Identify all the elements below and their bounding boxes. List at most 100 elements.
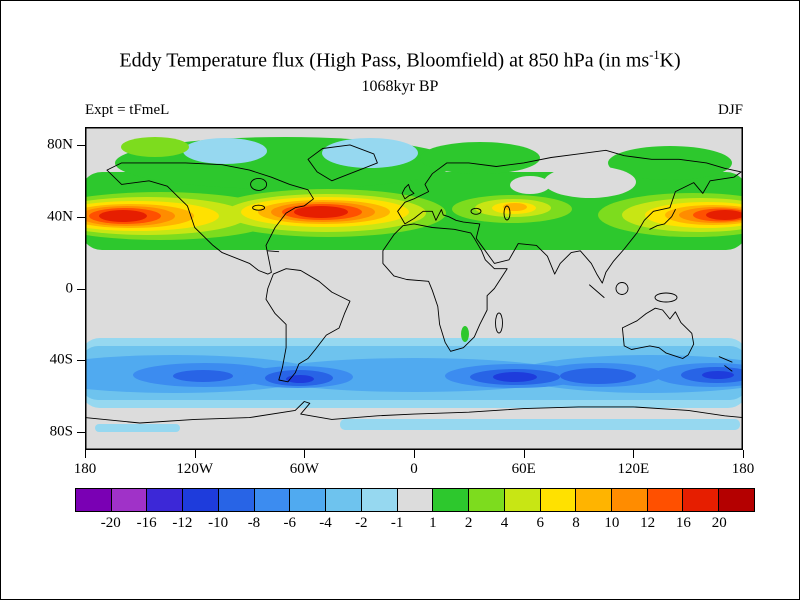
colorbar-segment — [719, 489, 754, 511]
contour-region — [340, 419, 740, 430]
colorbar — [75, 488, 755, 512]
colorbar-segment — [290, 489, 327, 511]
black-sea — [470, 207, 482, 215]
sh-negative-band — [85, 338, 743, 432]
lon-tick-label: 180 — [731, 461, 755, 477]
lat-tick-label: 0 — [65, 280, 74, 296]
colorbar-tick-label: -4 — [319, 515, 332, 531]
coast-sumatra — [589, 284, 605, 298]
colorbar-segment — [612, 489, 648, 511]
subtitle: 1068kyr BP — [361, 78, 439, 95]
coast-africa — [382, 223, 508, 352]
page-title: Eddy Temperature flux (High Pass, Bloomf… — [0, 48, 800, 73]
colorbar-tick-label: 12 — [640, 515, 656, 531]
colorbar-segment — [183, 489, 219, 511]
colorbar-segment — [361, 489, 398, 511]
contour-region — [461, 326, 469, 342]
colorbar-segment — [218, 489, 255, 511]
colorbar-segment — [254, 489, 291, 511]
colorbar-segment — [469, 489, 505, 511]
contour-region — [322, 138, 418, 168]
contour-region — [510, 176, 550, 194]
lon-tick-mark — [633, 450, 635, 458]
colorbar-tick-label: -10 — [208, 515, 229, 531]
colorbar-segment — [504, 489, 541, 511]
colorbar-tick-label: -12 — [172, 515, 193, 531]
coast-australia — [621, 307, 695, 359]
lat-tick-label: 40N — [47, 208, 73, 225]
lat-tick-mark — [77, 432, 85, 434]
contour-region — [608, 146, 732, 180]
colorbar-tick-label: 10 — [604, 515, 620, 531]
season-label: DJF — [717, 102, 743, 118]
colorbar-tick-label: 1 — [429, 515, 437, 531]
colorbar-segment — [576, 489, 613, 511]
coastlines — [85, 144, 743, 424]
coast-greenland — [307, 144, 378, 182]
lon-tick-label: 0 — [410, 461, 418, 477]
experiment-label: Expt = tFmeL — [85, 102, 170, 118]
nh-positive-band — [85, 137, 743, 342]
colorbar-tick-label: 8 — [572, 515, 580, 531]
colorbar-segment — [326, 489, 362, 511]
lat-tick-label: 40S — [49, 351, 73, 368]
lon-tick-mark — [523, 450, 525, 458]
lon-tick-mark — [304, 450, 306, 458]
map-plot-area: 80N 40N 0 40S 80S 180 120W 60W 0 60E 120E 180 — [47, 127, 754, 477]
colorbar-segment — [111, 489, 148, 511]
colorbar-segment — [683, 489, 720, 511]
lat-tick-label: 80N — [47, 136, 73, 153]
contour-region — [99, 210, 147, 222]
contour-region — [544, 166, 636, 198]
lon-tick-mark — [743, 450, 744, 458]
contour-region — [702, 371, 734, 379]
lat-tick-mark — [77, 144, 85, 146]
contour-region — [706, 210, 743, 220]
coast-new-zealand — [718, 356, 733, 372]
lon-tick-mark — [85, 450, 86, 458]
contour-region — [420, 142, 540, 174]
colorbar-tick-label: -16 — [136, 515, 157, 531]
coast-madagascar — [495, 312, 503, 334]
lon-tick-label: 180 — [73, 461, 97, 477]
contour-region — [286, 375, 314, 383]
colorbar-tick-label: -1 — [390, 515, 404, 531]
contour-region — [173, 370, 233, 382]
colorbar-tick-label: 6 — [536, 515, 545, 531]
colorbar-tick-label: 2 — [464, 515, 473, 531]
colorbar-tick-label: 4 — [500, 515, 509, 531]
colorbar-tick-label: 16 — [675, 515, 691, 531]
lon-tick-label: 60E — [511, 461, 536, 477]
coast-cuba — [267, 250, 280, 253]
colorbar-segment — [147, 489, 184, 511]
lat-tick-mark — [77, 360, 85, 362]
coast-new-guinea — [654, 292, 678, 303]
coast-antarctica — [85, 401, 743, 424]
colorbar-tick-label: 20 — [711, 515, 727, 531]
contour-region — [183, 138, 267, 164]
map-frame — [85, 127, 743, 450]
coast-north-america — [106, 162, 314, 275]
contour-region — [493, 372, 537, 382]
great-lakes — [252, 204, 266, 211]
contour-region — [560, 368, 636, 384]
lon-tick-mark — [194, 450, 196, 458]
colorbar-segment — [647, 489, 684, 511]
lon-tick-label: 120W — [176, 461, 213, 477]
hudson-bay — [250, 177, 268, 191]
contour-region — [121, 137, 189, 157]
title-superscript: -1 — [649, 48, 660, 62]
colorbar-tick-label: -20 — [100, 515, 121, 531]
colorbar-segment — [397, 489, 434, 511]
colorbar-segment — [540, 489, 577, 511]
title-units-close: K) — [659, 49, 681, 72]
coast-eurasia — [397, 149, 742, 284]
lat-tick-mark — [77, 288, 85, 290]
contour-region — [294, 206, 348, 218]
meta-row: Expt = tFmeL DJF — [85, 102, 743, 119]
lon-tick-label: 60W — [289, 461, 319, 477]
colorbar-tick-label: -6 — [283, 515, 296, 531]
colorbar-segment — [433, 489, 470, 511]
colorbar-tick-label: -8 — [247, 515, 261, 531]
